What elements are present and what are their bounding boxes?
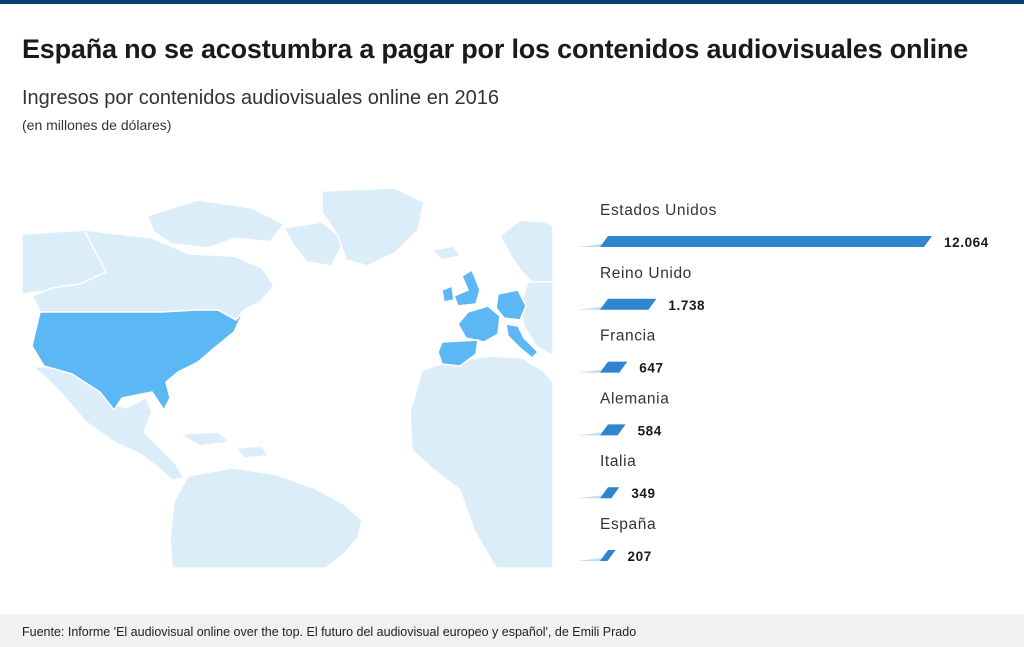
value-label-italia: 349 <box>631 486 655 501</box>
category-label-italia: Italia <box>600 453 636 470</box>
map-hispaniola <box>234 445 270 459</box>
map-italy <box>505 323 540 360</box>
bar-reino-unido <box>600 298 657 310</box>
map-highlights <box>31 268 540 412</box>
category-label-reino-unido: Reino Unido <box>600 265 692 282</box>
map-baffin <box>282 221 345 267</box>
value-label-reino-unido: 1.738 <box>668 298 705 313</box>
category-label-alemania: Alemania <box>600 390 669 407</box>
category-label-espana: España <box>600 516 656 533</box>
map-france <box>457 305 501 343</box>
bar-chart: Estados Unidos 12.064 Reino Unido 1.738 Fran… <box>578 202 989 564</box>
bar-shadow-estados-unidos <box>578 244 608 247</box>
map-south-america <box>169 467 363 568</box>
bar-shadow-francia <box>578 369 608 373</box>
map-iceland <box>430 245 462 261</box>
bar-shadow-italia <box>578 495 608 499</box>
map-cuba <box>177 431 232 447</box>
map-scandinavia <box>499 219 553 297</box>
map-usa <box>31 309 245 412</box>
map-africa <box>409 355 553 568</box>
bar-shadow-espana <box>578 558 608 561</box>
chart-subtitle: Ingresos por contenidos audiovisuales on… <box>22 87 500 109</box>
bar-espana <box>600 550 616 561</box>
value-label-alemania: 584 <box>638 423 662 438</box>
map-arctic-islands <box>145 199 286 249</box>
top-rule <box>0 0 1024 4</box>
bar-italia <box>600 487 620 499</box>
map-spain <box>437 339 479 367</box>
footer: Fuente: Informe 'El audiovisual online o… <box>0 614 1024 647</box>
map-uk <box>453 268 481 307</box>
category-label-francia: Francia <box>600 328 656 345</box>
map-land <box>22 187 553 568</box>
map-germany <box>495 289 527 321</box>
bar-estados-unidos <box>600 236 932 247</box>
value-label-francia: 647 <box>639 361 663 376</box>
map-greenland <box>321 187 425 267</box>
bar-shadow-alemania <box>578 432 608 436</box>
bar-shadow-reino-unido <box>578 306 608 310</box>
bar-alemania <box>600 424 626 436</box>
bar-francia <box>600 361 628 373</box>
value-label-espana: 207 <box>628 549 652 564</box>
map-ireland <box>441 284 455 303</box>
world-map <box>22 187 553 568</box>
units-note: (en millones de dólares) <box>22 117 172 133</box>
chart-title: España no se acostumbra a pagar por los … <box>22 34 969 64</box>
category-label-estados-unidos: Estados Unidos <box>600 202 717 219</box>
value-label-estados-unidos: 12.064 <box>944 235 989 250</box>
source-note: Fuente: Informe 'El audiovisual online o… <box>22 625 637 639</box>
